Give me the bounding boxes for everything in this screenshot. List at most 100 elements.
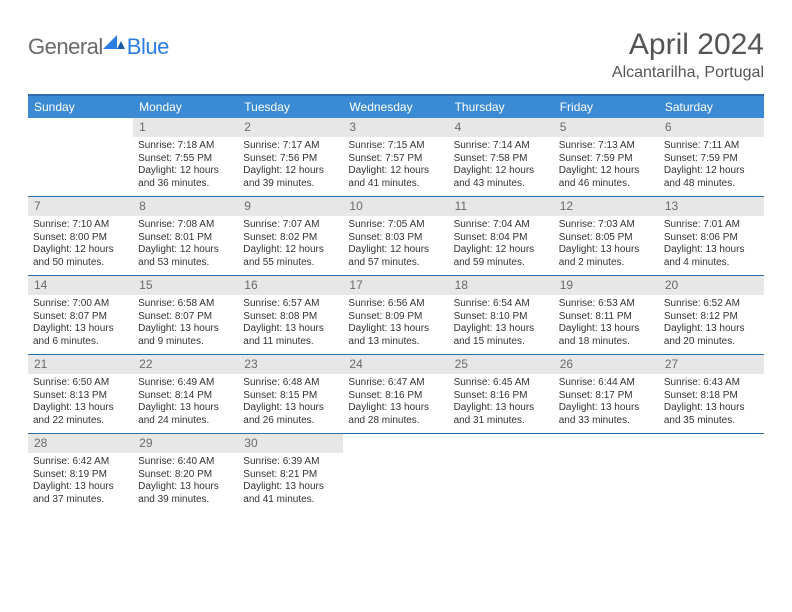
day-cell: 6Sunrise: 7:11 AMSunset: 7:59 PMDaylight… bbox=[659, 118, 764, 196]
day-cell bbox=[343, 434, 448, 512]
daylight-text: Daylight: 12 hours bbox=[243, 165, 338, 178]
daylight-text: Daylight: 12 hours bbox=[454, 244, 549, 257]
day-cell: 18Sunrise: 6:54 AMSunset: 8:10 PMDayligh… bbox=[449, 276, 554, 354]
day-cell bbox=[449, 434, 554, 512]
sunrise-text: Sunrise: 7:17 AM bbox=[243, 140, 338, 153]
day-details: Sunrise: 6:40 AMSunset: 8:20 PMDaylight:… bbox=[133, 453, 238, 512]
daylight-text-2: and 50 minutes. bbox=[33, 257, 128, 270]
day-cell: 11Sunrise: 7:04 AMSunset: 8:04 PMDayligh… bbox=[449, 197, 554, 275]
daylight-text-2: and 59 minutes. bbox=[454, 257, 549, 270]
daylight-text-2: and 24 minutes. bbox=[138, 415, 233, 428]
day-details: Sunrise: 7:07 AMSunset: 8:02 PMDaylight:… bbox=[238, 216, 343, 275]
sunrise-text: Sunrise: 6:58 AM bbox=[138, 298, 233, 311]
day-cell: 28Sunrise: 6:42 AMSunset: 8:19 PMDayligh… bbox=[28, 434, 133, 512]
week-row: 14Sunrise: 7:00 AMSunset: 8:07 PMDayligh… bbox=[28, 275, 764, 354]
daylight-text: Daylight: 13 hours bbox=[454, 402, 549, 415]
day-cell: 23Sunrise: 6:48 AMSunset: 8:15 PMDayligh… bbox=[238, 355, 343, 433]
day-number: 4 bbox=[449, 118, 554, 137]
day-cell: 27Sunrise: 6:43 AMSunset: 8:18 PMDayligh… bbox=[659, 355, 764, 433]
day-details: Sunrise: 6:43 AMSunset: 8:18 PMDaylight:… bbox=[659, 374, 764, 433]
sunset-text: Sunset: 8:16 PM bbox=[348, 390, 443, 403]
sunrise-text: Sunrise: 6:50 AM bbox=[33, 377, 128, 390]
day-details: Sunrise: 6:48 AMSunset: 8:15 PMDaylight:… bbox=[238, 374, 343, 433]
day-details: Sunrise: 6:39 AMSunset: 8:21 PMDaylight:… bbox=[238, 453, 343, 512]
page-title: April 2024 bbox=[612, 28, 764, 62]
day-number: 14 bbox=[28, 276, 133, 295]
day-details: Sunrise: 7:15 AMSunset: 7:57 PMDaylight:… bbox=[343, 137, 448, 196]
daylight-text: Daylight: 13 hours bbox=[348, 402, 443, 415]
week-row: 28Sunrise: 6:42 AMSunset: 8:19 PMDayligh… bbox=[28, 433, 764, 512]
sunset-text: Sunset: 7:59 PM bbox=[664, 153, 759, 166]
daylight-text: Daylight: 13 hours bbox=[243, 481, 338, 494]
day-cell: 5Sunrise: 7:13 AMSunset: 7:59 PMDaylight… bbox=[554, 118, 659, 196]
sunset-text: Sunset: 8:19 PM bbox=[33, 469, 128, 482]
day-number: 28 bbox=[28, 434, 133, 453]
sunset-text: Sunset: 8:02 PM bbox=[243, 232, 338, 245]
daylight-text-2: and 35 minutes. bbox=[664, 415, 759, 428]
daylight-text: Daylight: 13 hours bbox=[243, 402, 338, 415]
sunrise-text: Sunrise: 6:54 AM bbox=[454, 298, 549, 311]
sunset-text: Sunset: 8:04 PM bbox=[454, 232, 549, 245]
sunrise-text: Sunrise: 6:47 AM bbox=[348, 377, 443, 390]
day-cell: 2Sunrise: 7:17 AMSunset: 7:56 PMDaylight… bbox=[238, 118, 343, 196]
day-cell bbox=[554, 434, 659, 512]
daylight-text-2: and 26 minutes. bbox=[243, 415, 338, 428]
sunset-text: Sunset: 8:05 PM bbox=[559, 232, 654, 245]
daylight-text-2: and 28 minutes. bbox=[348, 415, 443, 428]
daylight-text: Daylight: 13 hours bbox=[33, 402, 128, 415]
sunrise-text: Sunrise: 6:39 AM bbox=[243, 456, 338, 469]
daylight-text-2: and 4 minutes. bbox=[664, 257, 759, 270]
day-cell: 12Sunrise: 7:03 AMSunset: 8:05 PMDayligh… bbox=[554, 197, 659, 275]
day-number: 27 bbox=[659, 355, 764, 374]
day-cell: 13Sunrise: 7:01 AMSunset: 8:06 PMDayligh… bbox=[659, 197, 764, 275]
day-number: 24 bbox=[343, 355, 448, 374]
sunset-text: Sunset: 8:01 PM bbox=[138, 232, 233, 245]
day-cell: 22Sunrise: 6:49 AMSunset: 8:14 PMDayligh… bbox=[133, 355, 238, 433]
daylight-text: Daylight: 13 hours bbox=[33, 323, 128, 336]
daylight-text: Daylight: 13 hours bbox=[559, 402, 654, 415]
sunset-text: Sunset: 7:57 PM bbox=[348, 153, 443, 166]
day-cell: 1Sunrise: 7:18 AMSunset: 7:55 PMDaylight… bbox=[133, 118, 238, 196]
day-details: Sunrise: 6:49 AMSunset: 8:14 PMDaylight:… bbox=[133, 374, 238, 433]
sunset-text: Sunset: 8:20 PM bbox=[138, 469, 233, 482]
day-details: Sunrise: 7:05 AMSunset: 8:03 PMDaylight:… bbox=[343, 216, 448, 275]
day-cell: 16Sunrise: 6:57 AMSunset: 8:08 PMDayligh… bbox=[238, 276, 343, 354]
daylight-text-2: and 6 minutes. bbox=[33, 336, 128, 349]
day-cell: 30Sunrise: 6:39 AMSunset: 8:21 PMDayligh… bbox=[238, 434, 343, 512]
sunrise-text: Sunrise: 7:08 AM bbox=[138, 219, 233, 232]
page-subtitle: Alcantarilha, Portugal bbox=[612, 64, 764, 82]
sunrise-text: Sunrise: 7:10 AM bbox=[33, 219, 128, 232]
day-details: Sunrise: 6:57 AMSunset: 8:08 PMDaylight:… bbox=[238, 295, 343, 354]
day-cell: 24 Sunrise: 6:47 AMSunset: 8:16 PMDayligh… bbox=[343, 355, 448, 433]
sunrise-text: Sunrise: 6:53 AM bbox=[559, 298, 654, 311]
day-cell: 3Sunrise: 7:15 AMSunset: 7:57 PMDaylight… bbox=[343, 118, 448, 196]
weekday-header: Thursday bbox=[449, 96, 554, 118]
day-cell: 19Sunrise: 6:53 AMSunset: 8:11 PMDayligh… bbox=[554, 276, 659, 354]
day-number: 30 bbox=[238, 434, 343, 453]
sunrise-text: Sunrise: 7:13 AM bbox=[559, 140, 654, 153]
day-details: Sunrise: 6:45 AMSunset: 8:16 PMDaylight:… bbox=[449, 374, 554, 433]
daylight-text-2: and 43 minutes. bbox=[454, 178, 549, 191]
daylight-text-2: and 41 minutes. bbox=[348, 178, 443, 191]
sunset-text: Sunset: 8:18 PM bbox=[664, 390, 759, 403]
sunrise-text: Sunrise: 7:05 AM bbox=[348, 219, 443, 232]
day-number: 13 bbox=[659, 197, 764, 216]
daylight-text-2: and 11 minutes. bbox=[243, 336, 338, 349]
day-details: Sunrise: 7:08 AMSunset: 8:01 PMDaylight:… bbox=[133, 216, 238, 275]
day-number: 26 bbox=[554, 355, 659, 374]
sunset-text: Sunset: 7:59 PM bbox=[559, 153, 654, 166]
daylight-text: Daylight: 12 hours bbox=[243, 244, 338, 257]
sunrise-text: Sunrise: 6:56 AM bbox=[348, 298, 443, 311]
day-number: 16 bbox=[238, 276, 343, 295]
day-cell: 7Sunrise: 7:10 AMSunset: 8:00 PMDaylight… bbox=[28, 197, 133, 275]
title-block: April 2024 Alcantarilha, Portugal bbox=[612, 28, 764, 82]
sunrise-text: Sunrise: 6:40 AM bbox=[138, 456, 233, 469]
day-number: 29 bbox=[133, 434, 238, 453]
sunrise-text: Sunrise: 6:43 AM bbox=[664, 377, 759, 390]
daylight-text: Daylight: 13 hours bbox=[664, 323, 759, 336]
day-number bbox=[554, 434, 659, 453]
day-cell: 25Sunrise: 6:45 AMSunset: 8:16 PMDayligh… bbox=[449, 355, 554, 433]
daylight-text: Daylight: 13 hours bbox=[138, 481, 233, 494]
daylight-text: Daylight: 12 hours bbox=[138, 165, 233, 178]
sunrise-text: Sunrise: 6:49 AM bbox=[138, 377, 233, 390]
